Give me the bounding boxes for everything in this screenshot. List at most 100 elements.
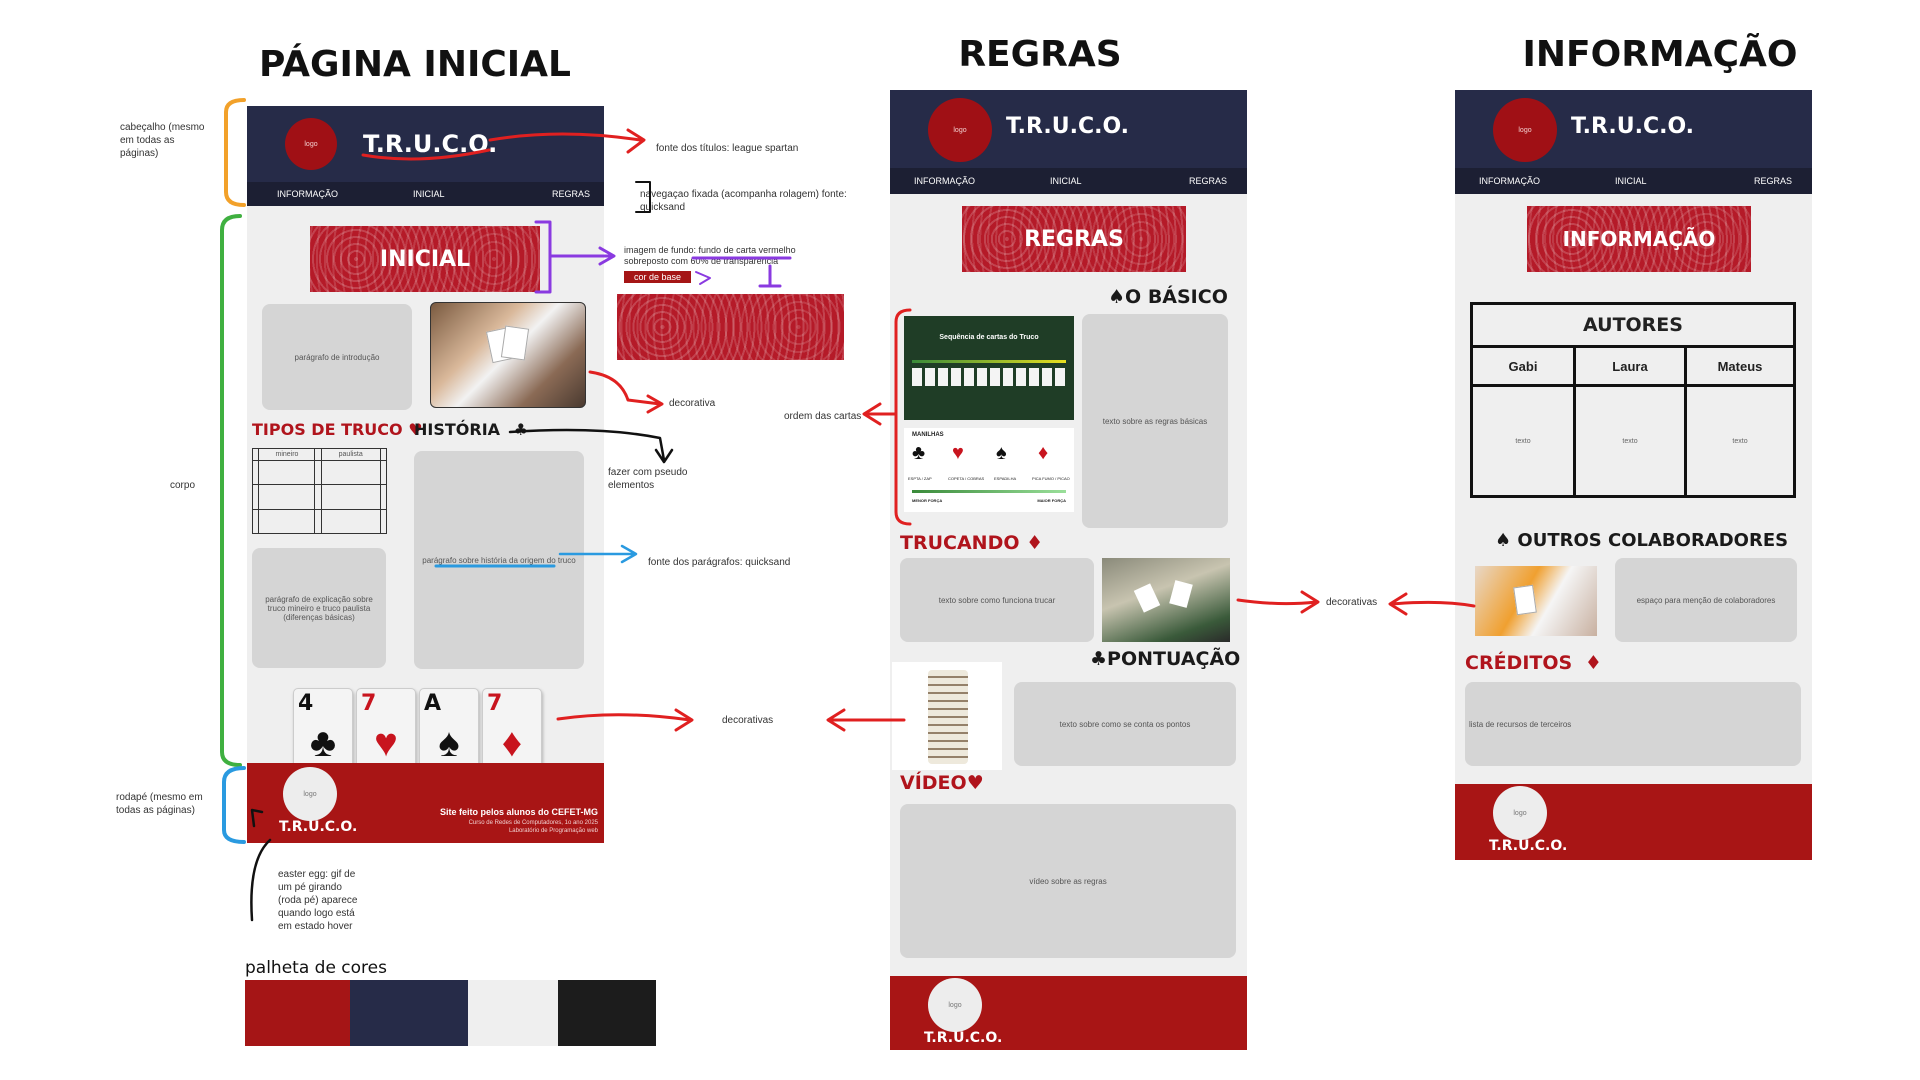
author-text-gabi: texto xyxy=(1473,387,1576,495)
author-text-laura: texto xyxy=(1576,387,1687,495)
body-bracket xyxy=(220,214,242,767)
annotation-bg-image-line2: sobreposto com 60% de transparência xyxy=(624,256,779,266)
intro-paragraph: parágrafo de introdução xyxy=(262,304,412,410)
footer-logo[interactable]: logo xyxy=(1493,786,1547,840)
author-name-laura: Laura xyxy=(1576,348,1687,387)
annotation-corpo: corpo xyxy=(170,480,196,491)
credits-text: lista de recursos de terceiros xyxy=(1465,682,1801,766)
outros-label: OUTROS COLABORADORES xyxy=(1517,530,1789,551)
manilhas-graphic: MANILHAS ♣ ♥ ♠ ♦ ESPTA / ZAP COPETA / CO… xyxy=(904,428,1074,512)
home-brand: T.R.U.C.O. xyxy=(363,130,498,158)
outros-heading: ♠ OUTROS COLABORADORES xyxy=(1495,530,1788,551)
footer-credit-1: Site feito pelos alunos do CEFET-MG xyxy=(439,807,598,817)
footer-logo[interactable]: logo xyxy=(283,767,337,821)
author-name-gabi: Gabi xyxy=(1473,348,1576,387)
pontuacao-heading: ♣PONTUAÇÃO xyxy=(1090,648,1240,670)
tipos-heading: TIPOS DE TRUCO ♥ xyxy=(252,420,423,439)
rules-brand: T.R.U.C.O. xyxy=(1006,114,1130,139)
authors-heading: AUTORES xyxy=(1473,305,1793,348)
rules-page-mockup: logo T.R.U.C.O. INFORMAÇÃO INICIAL REGRA… xyxy=(890,90,1247,1050)
annotation-easter-egg: easter egg: gif de um pé girando (roda p… xyxy=(278,869,358,932)
collaborators-text: espaço para menção de colaboradores xyxy=(1615,558,1797,642)
nav-rules-link[interactable]: REGRAS xyxy=(1189,176,1228,186)
card-a-spades: A ♠ xyxy=(419,688,479,768)
rules-header: logo T.R.U.C.O. xyxy=(890,90,1247,168)
tipos-label: TIPOS DE TRUCO xyxy=(252,420,403,439)
nav-info-link[interactable]: INFORMAÇÃO xyxy=(277,189,339,199)
basico-label: O BÁSICO xyxy=(1125,286,1228,308)
nav-home-link[interactable]: INICIAL xyxy=(1615,176,1647,186)
trucando-arrow xyxy=(1236,590,1320,614)
nav-rules-link[interactable]: REGRAS xyxy=(552,189,591,199)
footer-logo[interactable]: logo xyxy=(928,978,982,1032)
annotation-header: cabeçalho (mesmo em todas as páginas) xyxy=(120,122,205,159)
club-icon: ♣ xyxy=(309,721,337,765)
footer-brand: T.R.U.C.O. xyxy=(1489,838,1568,854)
footer-credit-3: Laboratório de Programação web xyxy=(508,828,598,834)
rules-logo[interactable]: logo xyxy=(928,98,992,162)
sequence-title: Sequência de cartas do Truco xyxy=(939,334,1039,341)
club-icon: ♣ xyxy=(912,442,926,464)
diamond-icon: ♦ xyxy=(1026,532,1044,554)
card-rank: A xyxy=(424,691,442,716)
palette-swatch-light xyxy=(468,980,558,1046)
table-header-paulista: paulista xyxy=(320,448,381,461)
header-bracket xyxy=(224,98,246,207)
manilha-label-1: ESPTA / ZAP xyxy=(908,476,932,481)
author-text-mateus: texto xyxy=(1732,437,1748,445)
trucar-text: texto sobre como funciona trucar xyxy=(900,558,1094,642)
nav-info-link[interactable]: INFORMAÇÃO xyxy=(914,176,976,186)
spade-icon: ♠ xyxy=(1108,286,1126,308)
spade-icon: ♠ xyxy=(996,442,1007,464)
table-header-mineiro: mineiro xyxy=(258,448,316,461)
rules-footer: logo T.R.U.C.O. xyxy=(890,976,1247,1050)
nav-rules-link[interactable]: REGRAS xyxy=(1754,176,1793,186)
annotation-ordem: ordem das cartas xyxy=(784,411,862,422)
historia-label: HISTÓRIA xyxy=(414,420,501,439)
info-page-mockup: logo T.R.U.C.O. INFORMAÇÃO INICIAL REGRA… xyxy=(1455,90,1812,860)
palette-swatch-red xyxy=(245,980,350,1046)
transparency-mark xyxy=(695,271,711,285)
heart-icon: ♥ xyxy=(952,442,964,464)
club-icon: ♣ xyxy=(1090,648,1108,670)
basico-heading: ♠O BÁSICO xyxy=(1108,286,1228,308)
home-logo[interactable]: logo xyxy=(285,118,337,170)
history-paragraph: parágrafo sobre história da origem do tr… xyxy=(414,451,584,669)
trucando-photo xyxy=(1102,558,1230,642)
maior-forca: MAIOR FORÇA xyxy=(1037,498,1066,503)
annotation-decorativas-info: decorativas xyxy=(1326,597,1378,608)
annotation-footer: rodapé (mesmo em todas as páginas) xyxy=(116,792,203,816)
card-7-hearts: 7 ♥ xyxy=(356,688,416,768)
card-rank: 7 xyxy=(361,691,377,716)
annotation-pseudo: fazer com pseudo elementos xyxy=(608,467,688,491)
nav-info-link[interactable]: INFORMAÇÃO xyxy=(1479,176,1541,186)
heart-icon: ♥ xyxy=(408,420,423,439)
banner-texture-sample xyxy=(617,294,844,360)
manilhas-label: MANILHAS xyxy=(912,432,944,438)
tipos-table: mineiro paulista xyxy=(251,448,387,535)
card-4-clubs: 4 ♣ xyxy=(293,688,353,768)
scoreboard-photo xyxy=(892,662,1002,770)
diamond-icon: ♦ xyxy=(501,721,523,765)
creditos-label: CRÉDITOS xyxy=(1465,652,1573,674)
points-text: texto sobre como se conta os pontos xyxy=(1014,682,1236,766)
rules-banner: REGRAS xyxy=(962,206,1186,272)
home-footer: logo T.R.U.C.O. Site feito pelos alunos … xyxy=(247,763,604,843)
home-banner: INICIAL xyxy=(310,226,540,292)
info-logo[interactable]: logo xyxy=(1493,98,1557,162)
palette-label: palheta de cores xyxy=(245,958,387,978)
menor-forca: MENOR FORÇA xyxy=(912,498,943,503)
info-brand: T.R.U.C.O. xyxy=(1571,114,1695,139)
manilha-label-2: COPETA / COBRAS xyxy=(948,476,985,481)
collaborators-photo xyxy=(1475,566,1597,636)
annotation-font-titles: fonte dos títulos: league spartan xyxy=(656,143,799,154)
diamond-icon: ♦ xyxy=(1038,442,1049,464)
trucando-heading: TRUCANDO ♦ xyxy=(900,532,1043,554)
footer-bracket xyxy=(222,766,246,844)
nav-home-link[interactable]: INICIAL xyxy=(1050,176,1082,186)
info-header: logo T.R.U.C.O. xyxy=(1455,90,1812,168)
nav-home-link[interactable]: INICIAL xyxy=(413,189,445,199)
annotation-bg-image-line1: imagem de fundo: fundo de carta vermelho xyxy=(624,245,796,255)
title-info: INFORMAÇÃO xyxy=(1522,34,1798,75)
historia-heading: HISTÓRIA ♣ xyxy=(414,420,528,439)
